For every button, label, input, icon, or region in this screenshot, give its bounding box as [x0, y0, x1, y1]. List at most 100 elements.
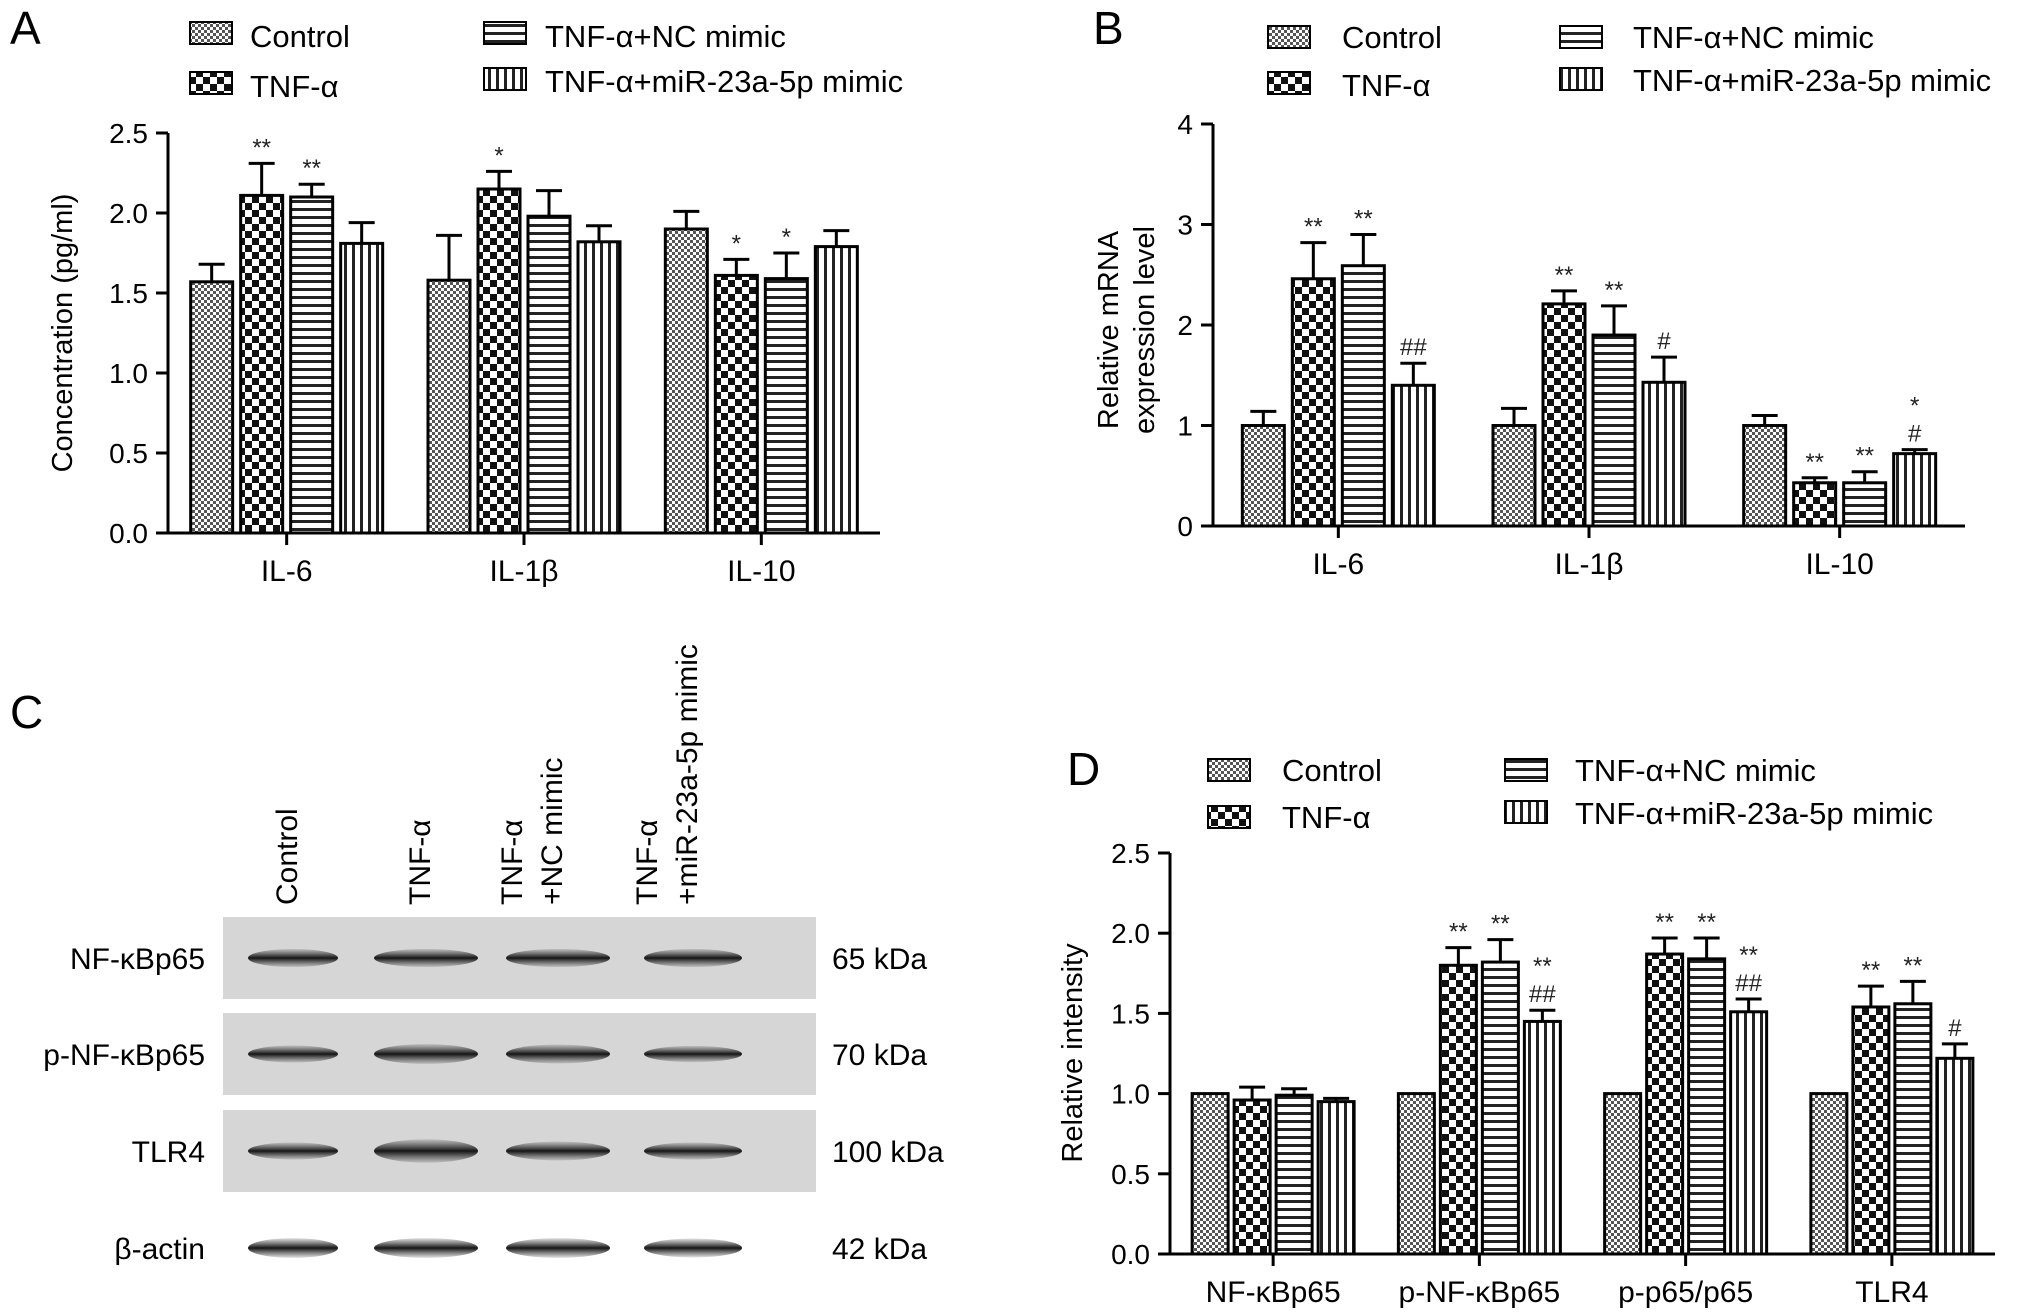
significance-label: ##	[1400, 334, 1427, 361]
y-tick-label: 1.0	[109, 358, 148, 389]
lane-label: TNF-α	[496, 819, 529, 905]
lane-label: Control	[271, 808, 304, 905]
y-tick-label: 0.5	[1111, 1159, 1150, 1190]
bar	[426, 278, 472, 535]
bar	[813, 245, 859, 535]
panel-letter-a: A	[10, 2, 41, 54]
bar	[1742, 424, 1788, 528]
legend-label-mir: TNF-α+miR-23a-5p mimic	[545, 64, 903, 99]
y-axis-label: expression level	[1129, 226, 1161, 434]
legend-swatch-tnf	[1207, 805, 1251, 829]
significance-label: #	[1908, 421, 1922, 448]
legend-d: Control TNF-α TNF-α+NC mimic TNF-α+miR-2…	[1207, 753, 1933, 835]
legend-label-tnf: TNF-α	[1282, 800, 1371, 835]
significance-label: **	[252, 134, 271, 161]
bar	[1851, 1005, 1891, 1256]
y-tick-label: 1	[1177, 411, 1193, 442]
significance-label: **	[1855, 443, 1874, 470]
blot-band	[248, 1238, 338, 1258]
bar	[1390, 383, 1436, 528]
y-tick-label: 2.0	[109, 198, 148, 229]
legend-a: Control TNF-α TNF-α+NC mimic TNF-α+miR-2…	[189, 19, 903, 104]
blot-band	[644, 1142, 742, 1160]
legend-label-control: Control	[250, 19, 350, 54]
bar	[1541, 302, 1587, 528]
bar	[1641, 380, 1687, 528]
chart-a: 0.0 0.5 1.0 1.5 2.0 2.5 Concentration (pg/ml) I…	[47, 118, 880, 588]
protein-label: NF-κBp65	[70, 943, 205, 976]
bar	[1290, 277, 1336, 528]
legend-b: Control TNF-α TNF-α+NC mimic TNF-α+miR-2…	[1267, 20, 1991, 103]
bar	[763, 277, 809, 535]
blot-band	[506, 1044, 610, 1064]
legend-label-tnf: TNF-α	[250, 69, 339, 104]
bar	[1893, 1002, 1933, 1256]
y-tick-label: 3	[1177, 210, 1193, 241]
x-tick-label: NF-κBp65	[1206, 1276, 1341, 1309]
legend-swatch-tnf	[1267, 71, 1311, 95]
legend-label-control: Control	[1282, 753, 1382, 788]
x-tick-label: IL-10	[727, 555, 795, 588]
blot-band	[506, 1238, 610, 1258]
x-tick-label: IL-1β	[490, 555, 559, 588]
bar	[289, 195, 335, 535]
panel-letter-d: D	[1067, 743, 1100, 795]
bar	[1522, 1019, 1562, 1256]
significance-label: **	[1555, 262, 1574, 289]
significance-label: **	[1697, 909, 1716, 936]
legend-label-tnf: TNF-α	[1342, 68, 1431, 103]
bar	[1809, 1092, 1849, 1256]
bar	[1842, 481, 1888, 528]
significance-label: *	[1910, 393, 1919, 420]
significance-label: *	[782, 224, 791, 251]
significance-label: ##	[1529, 981, 1556, 1008]
legend-label-nc: TNF-α+NC mimic	[1633, 20, 1874, 55]
blot-band	[644, 1045, 742, 1063]
protein-label: β-actin	[114, 1233, 205, 1266]
bar	[1480, 960, 1520, 1256]
y-axis-label: Relative intensity	[1057, 943, 1089, 1163]
molecular-weight-label: 42 kDa	[832, 1233, 927, 1266]
x-tick-label: IL-6	[1312, 548, 1364, 581]
y-tick-label: 4	[1177, 109, 1193, 140]
bar	[1274, 1093, 1314, 1256]
bar	[239, 193, 285, 535]
blot-band	[248, 1045, 338, 1063]
legend-label-nc: TNF-α+NC mimic	[545, 19, 786, 54]
molecular-weight-label: 100 kDa	[832, 1136, 944, 1169]
chart-d: 0.0 0.5 1.0 1.5 2.0 2.5 Relative intensity NF-κ…	[1057, 838, 1995, 1309]
bar	[1396, 1092, 1436, 1256]
legend-swatch-control	[1267, 25, 1311, 49]
bar	[1232, 1098, 1272, 1256]
molecular-weight-label: 65 kDa	[832, 943, 927, 976]
significance-label: **	[1304, 214, 1323, 241]
legend-swatch-nc	[1504, 758, 1548, 782]
bar	[576, 240, 622, 535]
bar	[1240, 424, 1286, 528]
bar	[1190, 1092, 1230, 1256]
lane-label: +miR-23a-5p mimic	[671, 644, 704, 905]
western-blot: Control TNF-α TNF-α +NC mimic TNF-α +miR-23a-…	[43, 644, 944, 1289]
y-tick-label: 1.5	[1111, 998, 1150, 1029]
y-tick-label: 2.5	[1111, 838, 1150, 869]
y-tick-label: 0.0	[1111, 1239, 1150, 1270]
bar	[1438, 963, 1478, 1256]
blot-band	[644, 949, 742, 967]
legend-label-nc: TNF-α+NC mimic	[1575, 753, 1816, 788]
significance-label: *	[732, 230, 741, 257]
bar	[1316, 1100, 1356, 1256]
bar	[1591, 333, 1637, 528]
bar	[1340, 264, 1386, 528]
y-tick-label: 2.5	[109, 118, 148, 149]
molecular-weight-label: 70 kDa	[832, 1039, 927, 1072]
significance-label: *	[494, 142, 503, 169]
legend-swatch-nc	[1559, 25, 1603, 49]
x-tick-label: IL-6	[261, 555, 313, 588]
blot-band	[374, 949, 478, 967]
lane-label: +NC mimic	[536, 758, 569, 906]
bar	[476, 187, 522, 535]
y-axis-label: Concentration (pg/ml)	[47, 194, 79, 473]
protein-label: TLR4	[132, 1136, 205, 1169]
bar	[1491, 424, 1537, 528]
